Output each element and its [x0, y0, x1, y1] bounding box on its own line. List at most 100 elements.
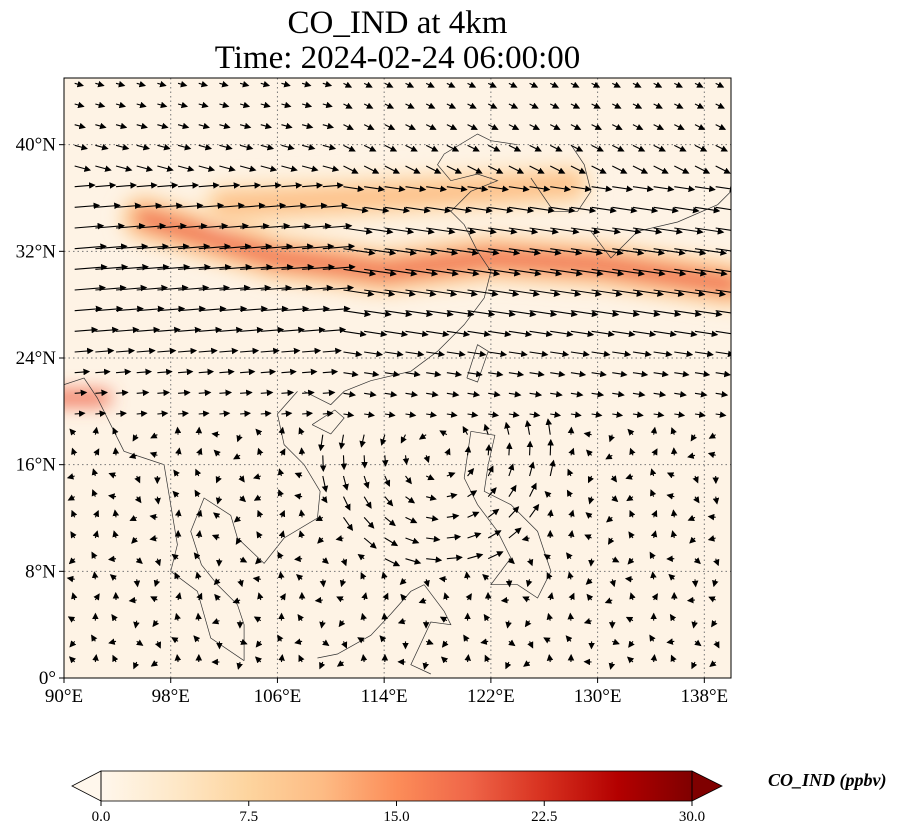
wind-vector — [632, 185, 654, 193]
wind-vector — [74, 243, 107, 250]
wind-vector — [591, 390, 605, 398]
wind-vector — [405, 350, 425, 358]
wind-vector — [343, 370, 359, 378]
wind-vector — [653, 390, 667, 398]
wind-vector — [529, 206, 555, 214]
wind-vector — [712, 496, 720, 505]
wind-vector — [508, 484, 517, 497]
wind-vector — [547, 509, 554, 518]
wind-vector — [219, 410, 231, 417]
wind-vector — [626, 656, 635, 664]
wind-vector — [446, 513, 460, 520]
wind-vector — [219, 144, 233, 151]
wind-vector — [279, 448, 286, 456]
wind-vector — [570, 289, 602, 297]
wind-vector — [343, 350, 363, 358]
wind-vector — [321, 475, 329, 493]
wind-vector — [154, 496, 161, 505]
wind-vector — [550, 268, 583, 277]
wind-vector — [690, 434, 697, 442]
wind-vector — [632, 268, 666, 277]
wind-vector — [157, 243, 190, 250]
wind-vector — [686, 596, 696, 604]
wind-vector — [588, 496, 595, 505]
wind-vector — [115, 243, 149, 250]
wind-vector — [666, 493, 675, 500]
wind-vector — [567, 612, 575, 621]
wind-vector — [715, 248, 731, 252]
wind-vector — [136, 389, 150, 397]
wind-vector — [260, 347, 280, 355]
wind-vector — [529, 81, 539, 88]
wind-vector — [467, 330, 491, 338]
wind-vector — [525, 579, 533, 588]
wind-vector — [570, 330, 595, 338]
wind-vector — [74, 410, 86, 417]
wind-vector — [467, 289, 499, 297]
wind-vector — [198, 284, 231, 292]
wind-vector — [281, 80, 291, 88]
wind-vector — [195, 612, 202, 621]
wind-vector — [240, 222, 270, 230]
wind-vector — [213, 512, 221, 520]
lat-tick-label: 0° — [39, 668, 56, 689]
wind-vector — [570, 268, 604, 277]
wind-vector — [198, 347, 218, 355]
wind-vector — [709, 660, 717, 667]
wind-vector — [527, 641, 534, 649]
coastline-segment — [590, 191, 731, 259]
wind-vector — [260, 284, 293, 292]
wind-vector — [301, 101, 313, 109]
wind-vector — [526, 440, 534, 456]
wind-vector — [74, 80, 84, 88]
wind-vector — [653, 227, 683, 235]
wind-vector — [95, 182, 117, 189]
wind-vector — [693, 496, 700, 504]
wind-vector — [219, 222, 249, 230]
wind-vector — [505, 661, 512, 670]
wind-vector — [157, 389, 171, 397]
wind-vector — [399, 578, 407, 585]
wind-vector — [612, 248, 645, 256]
lon-tick-label: 90°E — [45, 686, 83, 707]
wind-vector — [405, 144, 418, 152]
wind-vector — [219, 80, 229, 88]
wind-vector — [281, 410, 293, 417]
lat-tick-label: 8°N — [25, 561, 56, 582]
wind-vector — [157, 144, 171, 151]
colorbar-tick-label: 7.5 — [239, 809, 258, 825]
wind-vector — [384, 185, 406, 193]
wind-vector — [570, 102, 581, 109]
wind-vector — [302, 410, 314, 417]
wind-vector — [715, 350, 731, 358]
wind-vector — [343, 185, 365, 193]
wind-vector — [446, 350, 466, 358]
wind-vector — [360, 612, 367, 621]
wind-vector — [632, 123, 644, 130]
wind-vector — [172, 490, 180, 498]
wind-vector — [694, 123, 706, 130]
wind-vector — [136, 639, 144, 646]
wind-vector — [177, 101, 189, 109]
wind-vector — [384, 411, 396, 418]
wind-vector — [363, 81, 373, 88]
wind-vector — [405, 289, 437, 297]
wind-vector — [550, 227, 580, 235]
wind-vector — [487, 165, 504, 174]
wind-vector — [694, 227, 725, 235]
wind-vector — [612, 350, 632, 358]
wind-vector — [543, 554, 551, 561]
wind-vector — [426, 185, 447, 193]
wind-vector — [260, 305, 289, 313]
wind-vector — [281, 368, 297, 376]
wind-vector — [301, 122, 314, 130]
wind-vector — [505, 442, 513, 456]
wind-vector — [136, 101, 147, 109]
wind-vector — [196, 592, 203, 601]
wind-vector — [74, 165, 92, 172]
wind-vector — [694, 144, 708, 152]
wind-vector — [446, 81, 456, 88]
wind-vector — [487, 530, 502, 539]
wind-vector — [196, 509, 203, 518]
